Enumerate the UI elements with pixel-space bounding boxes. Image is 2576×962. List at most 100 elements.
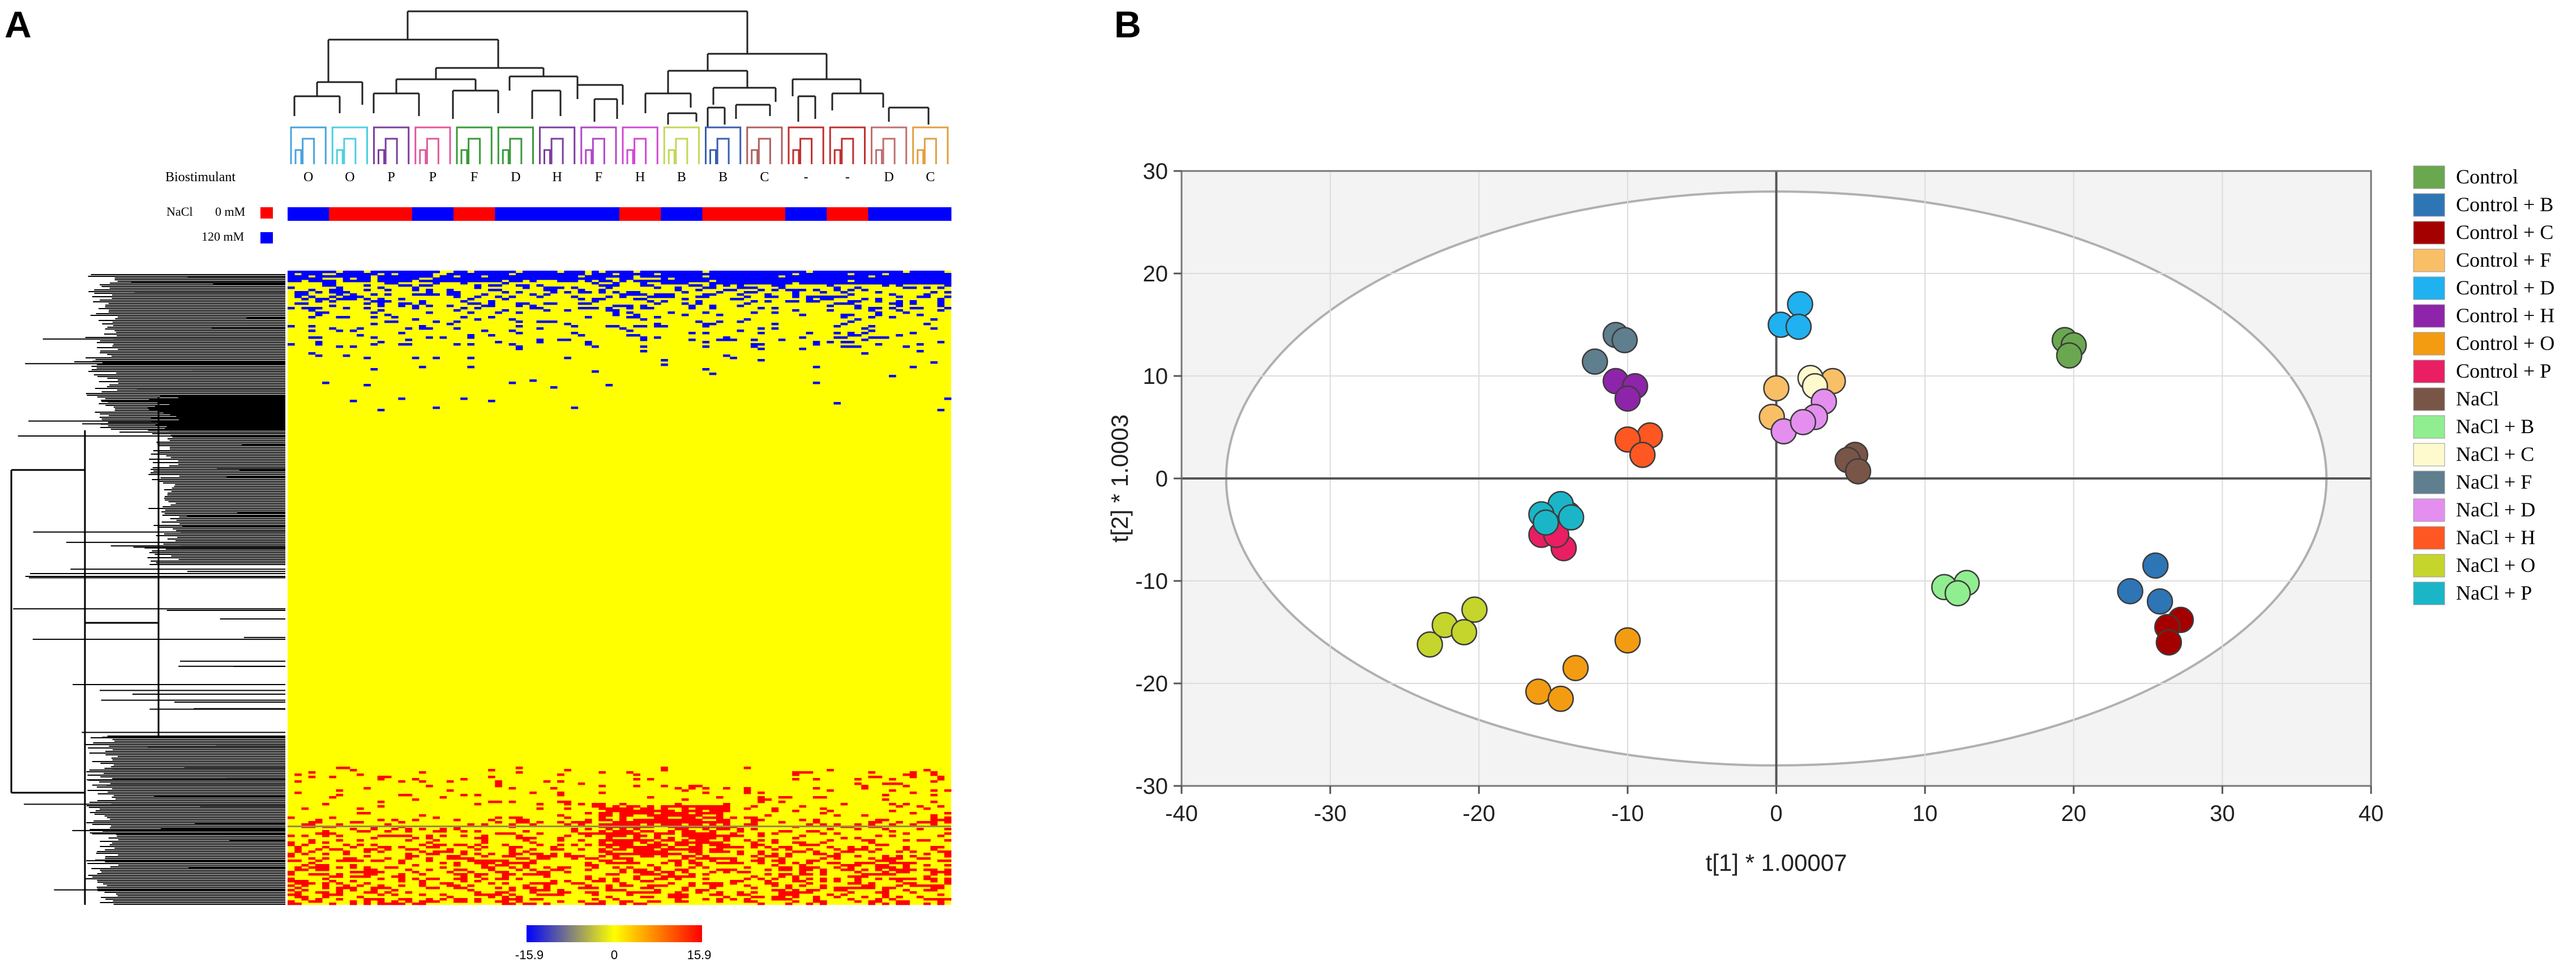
heatmap-cell: [605, 884, 613, 887]
heatmap-cell: [799, 771, 807, 774]
heatmap-cell: [709, 282, 717, 285]
nacl-bar-segment: [909, 207, 952, 221]
heatmap-cell: [750, 821, 758, 824]
heatmap-cell: [301, 807, 309, 810]
heatmap-cell: [633, 293, 641, 296]
heatmap-cell: [564, 273, 571, 276]
heatmap-cell: [695, 848, 703, 851]
heatmap-cell: [349, 903, 357, 905]
heatmap-cell: [827, 284, 834, 287]
heatmap-cell: [709, 884, 717, 887]
heatmap-cell: [626, 866, 634, 869]
heatmap-cell: [861, 275, 868, 278]
heatmap-cell: [474, 875, 482, 878]
heatmap-cell: [709, 284, 717, 287]
heatmap-cell: [446, 882, 454, 885]
heatmap-cell: [896, 884, 903, 887]
heatmap-cell: [336, 289, 344, 292]
heatmap-cell: [688, 850, 696, 853]
heatmap-cell: [674, 819, 682, 822]
heatmap-cell: [820, 298, 827, 301]
heatmap-cell: [750, 287, 758, 289]
heatmap-cell: [868, 857, 876, 860]
heatmap-cell: [508, 382, 516, 384]
heatmap-cell: [308, 316, 316, 319]
heatmap-cell: [702, 296, 710, 298]
heatmap-cell: [508, 280, 516, 283]
heatmap-cell: [584, 316, 592, 319]
heatmap-cell: [357, 275, 364, 278]
heatmap-cell: [937, 300, 945, 303]
heatmap-cell: [833, 289, 841, 292]
heatmap-cell: [661, 871, 668, 874]
heatmap-cell: [902, 273, 910, 276]
heatmap-cell: [674, 803, 682, 806]
heatmap-cell: [889, 273, 896, 276]
heatmap-cell: [536, 871, 544, 874]
heatmap-cell: [308, 839, 316, 842]
heatmap-cell: [605, 835, 613, 837]
heatmap-cell: [667, 805, 675, 808]
heatmap-cell: [923, 878, 931, 880]
heatmap-cell: [889, 293, 896, 296]
heatmap-cell: [937, 280, 945, 283]
heatmap-cell: [771, 839, 779, 842]
heatmap-cell: [778, 801, 786, 803]
heatmap-cell: [619, 853, 627, 856]
heatmap-cell: [329, 816, 336, 819]
heatmap-cell: [481, 855, 489, 858]
heatmap-cell: [508, 850, 516, 853]
heatmap-cell: [709, 893, 717, 896]
heatmap-cell: [743, 823, 751, 826]
heatmap-cell: [723, 280, 730, 283]
heatmap-cell: [508, 903, 516, 905]
heatmap-cell: [550, 869, 558, 871]
heatmap-cell: [702, 837, 710, 840]
legend-label: Control + P: [2456, 360, 2551, 382]
heatmap-cell: [391, 893, 399, 896]
heatmap-cell: [495, 871, 502, 874]
heatmap-cell: [418, 882, 426, 885]
heatmap-cell: [833, 402, 841, 405]
heatmap-cell: [799, 884, 807, 887]
heatmap-cell: [584, 828, 592, 831]
heatmap-cell: [716, 893, 724, 896]
heatmap-cell: [605, 384, 613, 387]
heatmap-cell: [889, 823, 896, 826]
heatmap-cell: [785, 903, 793, 905]
heatmap-cell: [937, 271, 945, 273]
heatmap-cell: [799, 336, 807, 339]
heatmap-cell: [896, 302, 903, 305]
heatmap-cell: [730, 860, 737, 862]
legend-label: NaCl + C: [2456, 443, 2534, 465]
heatmap-cell: [799, 891, 807, 894]
heatmap-cell: [626, 862, 634, 865]
heatmap-cell: [861, 869, 868, 871]
heatmap-cell: [426, 293, 433, 296]
heatmap-cell: [536, 296, 544, 298]
heatmap-cell: [294, 880, 302, 883]
heatmap-cell: [460, 316, 468, 319]
heatmap-cell: [626, 273, 634, 276]
heatmap-cell: [743, 839, 751, 842]
heatmap-cell: [363, 891, 371, 894]
heatmap-cell: [681, 810, 689, 813]
heatmap-cell: [605, 873, 613, 876]
heatmap-cell: [529, 903, 537, 905]
heatmap-cell: [592, 277, 599, 280]
heatmap-cell: [308, 296, 316, 298]
heatmap-cell: [577, 277, 585, 280]
heatmap-cell: [329, 875, 336, 878]
heatmap-cell: [723, 835, 730, 837]
heatmap-cell: [322, 841, 330, 844]
heatmap-cell: [647, 871, 654, 874]
heatmap-cell: [737, 862, 744, 865]
heatmap-cell: [827, 273, 834, 276]
heatmap-cell: [398, 284, 405, 287]
heatmap-cell: [854, 862, 862, 865]
heatmap-cell: [723, 273, 730, 276]
heatmap-cell: [667, 812, 675, 815]
heatmap-cell: [495, 891, 502, 894]
heatmap-cell: [308, 882, 316, 885]
heatmap-cell: [543, 884, 551, 887]
